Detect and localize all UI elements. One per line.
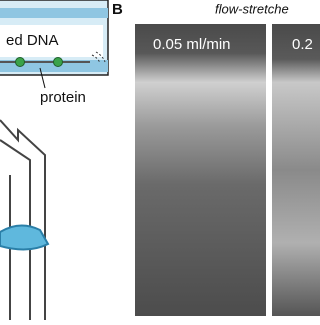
panel-title: flow-stretche — [215, 1, 289, 16]
protein-dot — [53, 57, 63, 67]
flow-mark — [91, 51, 106, 64]
panel-label: 0.2 — [292, 36, 313, 53]
label-dna: ed DNA — [6, 32, 59, 49]
flow-cell: ed DNA protein — [0, 0, 109, 106]
apparatus — [0, 119, 50, 320]
pointer — [39, 67, 46, 89]
cell-top — [0, 8, 108, 18]
text-bg — [0, 25, 103, 57]
protein-dot — [15, 57, 25, 67]
panel-label: 0.05 ml/min — [153, 36, 231, 53]
image-panel — [135, 24, 266, 316]
label-protein: protein — [40, 89, 86, 106]
image-panel — [272, 24, 320, 316]
panel-letter: B — [112, 1, 123, 18]
